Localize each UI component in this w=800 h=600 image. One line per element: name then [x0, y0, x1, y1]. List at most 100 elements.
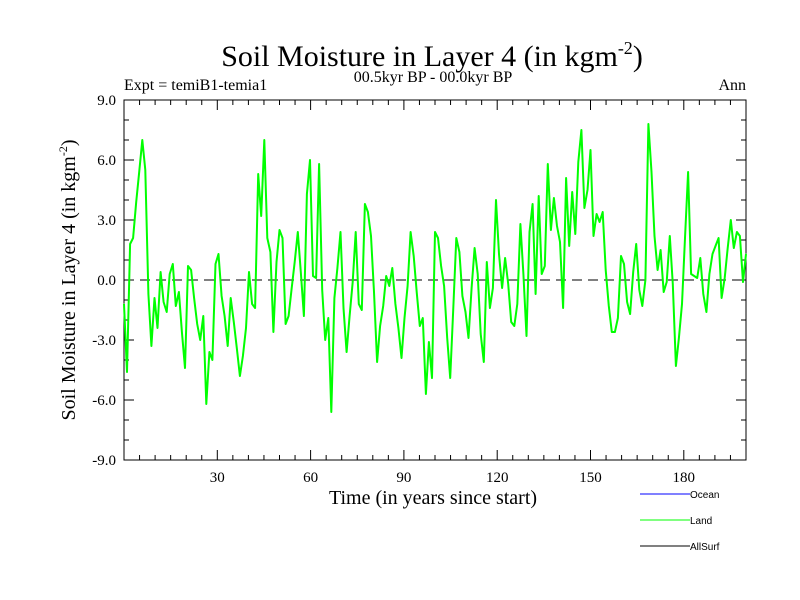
- land-data-point: [382, 305, 384, 307]
- land-data-point: [449, 377, 451, 379]
- land-data-point: [202, 315, 204, 317]
- land-data-point: [172, 263, 174, 265]
- land-data-point: [263, 139, 265, 141]
- land-data-point: [272, 331, 274, 333]
- land-data-point: [425, 393, 427, 395]
- chart-title-sup: -2: [618, 38, 633, 58]
- land-data-point: [178, 291, 180, 293]
- land-data-point: [312, 275, 314, 277]
- land-data-point: [623, 263, 625, 265]
- land-data-point: [410, 231, 412, 233]
- x-tick-label: 60: [303, 470, 318, 486]
- land-data-point: [205, 403, 207, 405]
- axis-ticks: [124, 99, 746, 461]
- y-tick-label: 3.0: [97, 213, 116, 229]
- land-data-point: [696, 277, 698, 279]
- land-data-point: [346, 351, 348, 353]
- land-data-point: [160, 271, 162, 273]
- land-data-point: [211, 359, 213, 361]
- land-data-point: [303, 315, 305, 317]
- legend-item-allsurf: AllSurf: [640, 542, 720, 553]
- land-data-point: [187, 265, 189, 267]
- land-data-point: [516, 303, 518, 305]
- land-data-point: [251, 303, 253, 305]
- subtitle-center: 00.5kyr BP - 00.0kyr BP: [354, 69, 513, 86]
- land-data-point: [361, 309, 363, 311]
- land-data-point: [678, 337, 680, 339]
- land-data-point: [705, 311, 708, 313]
- x-tick-labels: 30 60 90 120 150 180: [210, 470, 695, 486]
- land-data-point: [239, 375, 241, 377]
- land-data-point: [657, 269, 659, 271]
- land-data-point: [672, 283, 674, 285]
- land-data-point: [132, 237, 134, 239]
- land-data-point: [553, 197, 555, 199]
- land-data-point: [495, 199, 497, 201]
- land-data-point: [589, 149, 592, 151]
- land-data-point: [233, 321, 235, 323]
- land-data-point: [580, 129, 583, 131]
- land-data-point: [559, 241, 561, 243]
- land-data-point: [376, 361, 378, 363]
- land-data-point: [458, 251, 460, 253]
- land-data-point: [605, 269, 607, 271]
- land-data-point: [711, 253, 714, 255]
- land-data-point: [419, 325, 421, 327]
- land-data-point: [483, 361, 485, 363]
- legend-label-land: Land: [690, 516, 712, 527]
- land-data-point: [385, 275, 387, 277]
- land-data-point: [690, 273, 692, 275]
- y-axis-label-close: ): [58, 139, 80, 146]
- land-data-point: [452, 307, 454, 309]
- land-data-point: [638, 289, 640, 291]
- land-data-point: [736, 231, 738, 233]
- land-data-point: [224, 315, 226, 317]
- land-data-point: [138, 171, 140, 173]
- land-data-point: [163, 301, 165, 303]
- land-data-point: [718, 237, 720, 239]
- land-data-point: [126, 371, 128, 373]
- subtitle-right: Ann: [718, 77, 746, 94]
- land-data-point: [440, 265, 442, 267]
- land-data-point: [565, 177, 567, 179]
- land-data-point: [214, 263, 217, 265]
- land-data-point: [620, 255, 622, 257]
- land-data-point: [489, 307, 491, 309]
- land-data-point: [327, 317, 329, 319]
- land-data-point: [727, 247, 729, 249]
- land-data-point: [288, 315, 290, 317]
- land-data-point: [358, 303, 360, 305]
- land-data-point: [428, 341, 430, 343]
- land-data-point: [123, 303, 125, 305]
- land-data-point: [666, 281, 668, 283]
- land-data-point: [135, 201, 137, 203]
- land-data-point: [733, 247, 735, 249]
- land-data-point: [221, 295, 223, 297]
- land-data-point: [699, 257, 701, 259]
- land-data-point: [635, 243, 637, 245]
- land-data-point: [150, 345, 152, 347]
- land-data-point: [355, 231, 357, 233]
- subtitle-left: Expt = temiB1-temia1: [124, 77, 267, 94]
- land-data-point: [617, 317, 619, 319]
- land-data-point: [660, 249, 662, 251]
- land-data-point: [275, 261, 278, 263]
- land-data-point: [596, 213, 598, 215]
- land-data-point: [626, 301, 628, 303]
- y-tick-labels: -9.0 -6.0 -3.0 0.0 3.0 6.0 9.0: [92, 93, 116, 469]
- land-data-point: [373, 291, 375, 293]
- land-data-point: [245, 327, 247, 329]
- land-data-point: [650, 171, 653, 173]
- y-tick-label: -6.0: [92, 393, 116, 409]
- land-data-point: [294, 261, 296, 263]
- y-tick-label: -3.0: [92, 333, 116, 349]
- land-data-point: [571, 191, 573, 193]
- land-data-point: [208, 351, 210, 353]
- land-data-point: [153, 297, 156, 299]
- land-data-point: [464, 311, 467, 313]
- land-data-point: [629, 313, 631, 315]
- land-data-point: [562, 307, 564, 309]
- land-data-point: [461, 295, 463, 297]
- legend-item-land: Land: [640, 516, 712, 527]
- land-data-point: [269, 251, 271, 253]
